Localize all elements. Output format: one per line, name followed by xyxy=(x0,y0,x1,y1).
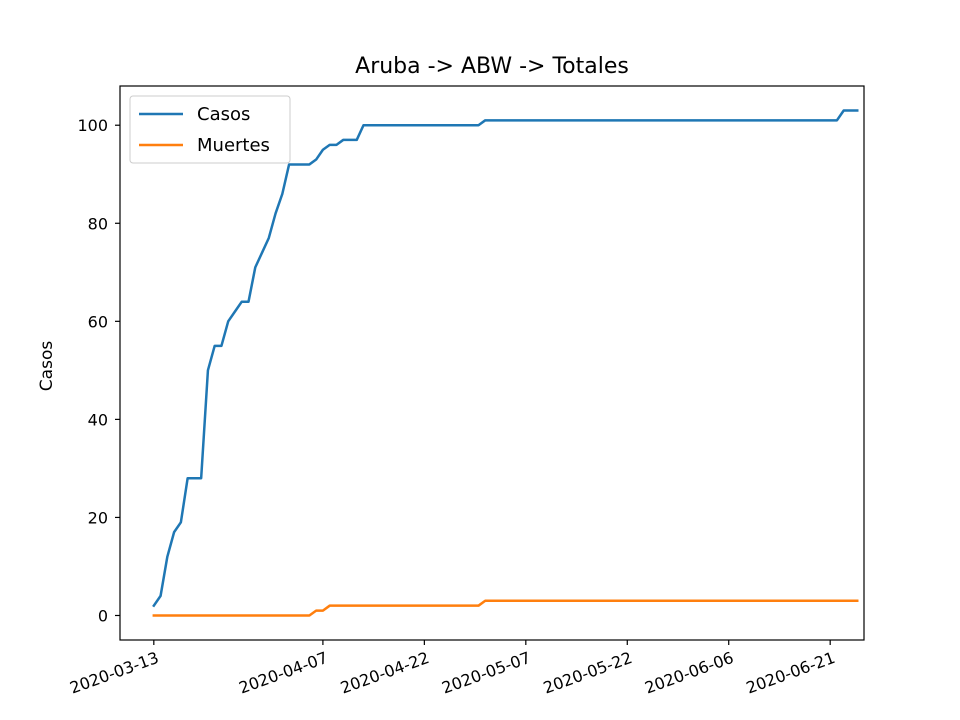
series-line-muertes xyxy=(152,599,859,617)
y-tick-label: 40 xyxy=(88,410,108,429)
series-line-casos xyxy=(152,109,859,608)
chart-title: Aruba -> ABW -> Totales xyxy=(355,54,629,79)
legend-label-muertes: Muertes xyxy=(197,135,270,156)
y-tick-label: 80 xyxy=(88,214,108,233)
y-tick-label: 20 xyxy=(88,508,108,527)
legend: Casos Muertes xyxy=(129,95,291,164)
y-axis-label: Casos xyxy=(37,341,57,392)
y-tick-label: 60 xyxy=(88,312,108,331)
y-tick-label: 0 xyxy=(98,606,108,625)
legend-label-casos: Casos xyxy=(197,104,250,125)
y-tick-label: 100 xyxy=(77,116,108,135)
plot-area xyxy=(152,109,859,617)
plot-frame xyxy=(119,85,865,641)
